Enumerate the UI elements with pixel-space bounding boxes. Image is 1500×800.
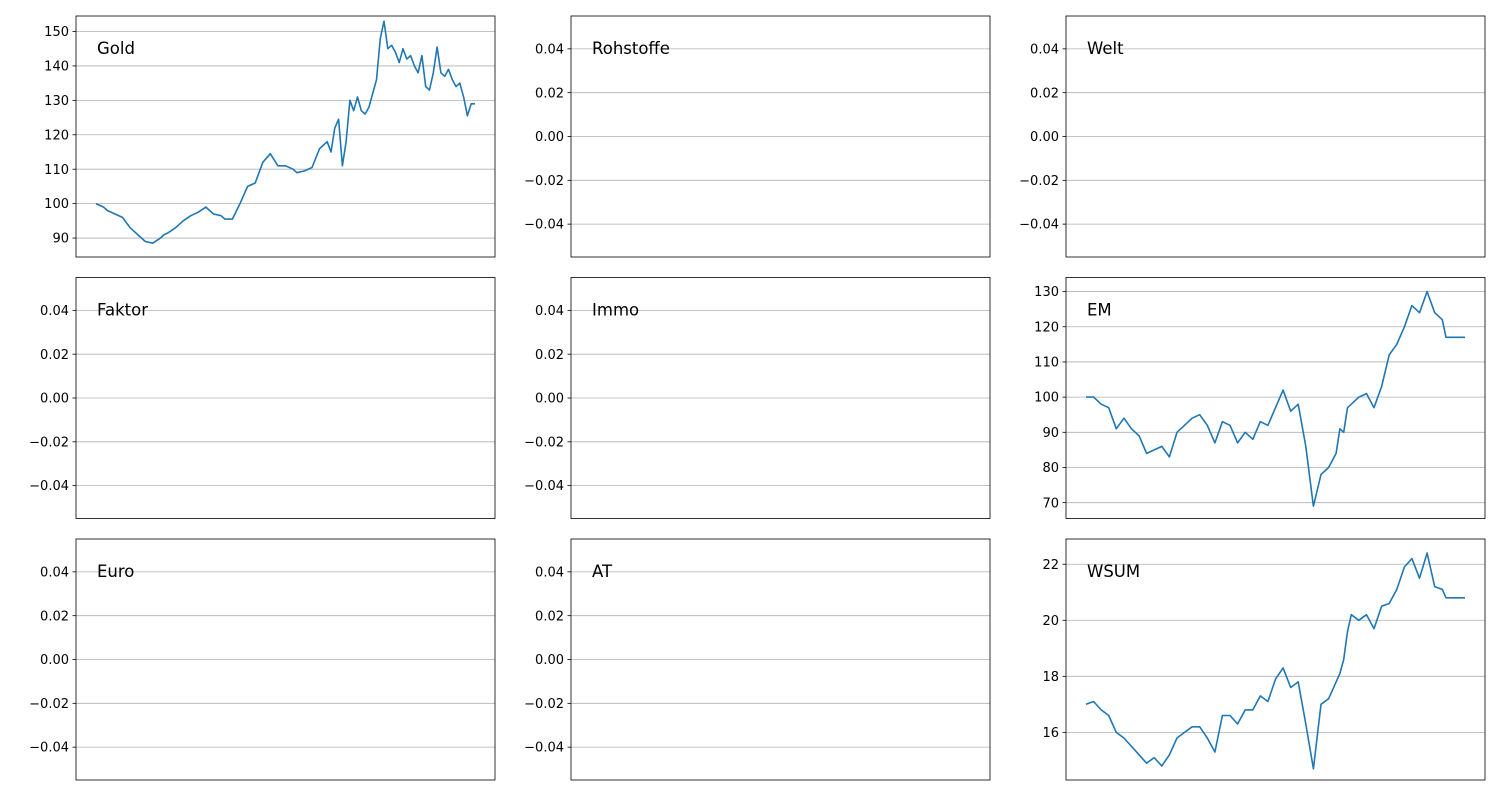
ytick-label-gold-2: 110: [44, 163, 69, 178]
ytick-label-rohstoffe-2: 0.00: [535, 130, 564, 145]
ytick-label-euro-1: −0.02: [29, 697, 69, 712]
series-line-em-0: [1086, 290, 1465, 507]
ytick-label-em-2: 90: [1042, 426, 1059, 441]
ytick-label-wsum-3: 22: [1042, 558, 1059, 573]
axes-frame-welt: [1065, 15, 1486, 258]
subplot-euro: −0.04 −0.02 0.00 0.02 0.04 Euro: [29, 538, 496, 781]
ytick-label-faktor-2: 0.00: [40, 392, 69, 407]
subplot-em: 70 80 90 100 110 120 130 EM: [1034, 277, 1486, 519]
ytick-label-welt-4: 0.04: [1030, 42, 1059, 57]
ytick-label-em-0: 70: [1042, 496, 1059, 511]
ytick-label-gold-4: 130: [44, 94, 69, 109]
ytick-label-euro-3: 0.02: [40, 609, 69, 624]
ytick-label-immo-0: −0.04: [524, 479, 564, 494]
axes-frame-wsum: [1065, 538, 1486, 781]
ytick-label-em-5: 120: [1034, 320, 1059, 335]
panel-label-em: EM: [1087, 301, 1112, 320]
ytick-label-rohstoffe-3: 0.02: [535, 86, 564, 101]
axes-frame-euro: [75, 538, 496, 781]
ytick-label-welt-1: −0.02: [1019, 174, 1059, 189]
panel-label-faktor: Faktor: [97, 301, 148, 320]
ytick-label-rohstoffe-1: −0.02: [524, 174, 564, 189]
ytick-label-immo-1: −0.02: [524, 435, 564, 450]
subplot-immo: −0.04 −0.02 0.00 0.02 0.04 Immo: [524, 277, 991, 519]
ytick-label-gold-1: 100: [44, 197, 69, 212]
ytick-label-immo-2: 0.00: [535, 392, 564, 407]
ytick-label-em-3: 100: [1034, 391, 1059, 406]
subplot-gold: 90 100 110 120 130 140 150 Gold: [44, 15, 496, 258]
subplot-welt: −0.04 −0.02 0.00 0.02 0.04 Welt: [1019, 15, 1486, 258]
ytick-label-faktor-3: 0.02: [40, 348, 69, 363]
ytick-label-immo-3: 0.02: [535, 348, 564, 363]
panel-label-rohstoffe: Rohstoffe: [592, 39, 670, 58]
ytick-label-welt-3: 0.02: [1030, 86, 1059, 101]
subplot-wsum: 16 18 20 22 WSUM: [1042, 538, 1486, 781]
panel-label-immo: Immo: [592, 301, 639, 320]
ytick-label-at-2: 0.00: [535, 653, 564, 668]
panel-label-gold: Gold: [97, 39, 135, 58]
axes-frame-faktor: [75, 277, 496, 519]
ytick-label-wsum-1: 18: [1042, 670, 1059, 685]
ytick-label-welt-2: 0.00: [1030, 130, 1059, 145]
ytick-label-em-6: 130: [1034, 285, 1059, 300]
axes-frame-gold: [75, 15, 496, 258]
panel-label-at: AT: [592, 562, 613, 581]
subplot-grid: 90 100 110 120 130 140 150 Gold −0.04 −0.02 0.00 0.…: [29, 15, 1486, 781]
subplot-at: −0.04 −0.02 0.00 0.02 0.04 AT: [524, 538, 991, 781]
ytick-label-em-1: 80: [1042, 461, 1059, 476]
ytick-label-rohstoffe-0: −0.04: [524, 218, 564, 233]
panel-label-welt: Welt: [1087, 39, 1124, 58]
ytick-label-gold-0: 90: [52, 232, 69, 247]
axes-frame-rohstoffe: [570, 15, 991, 258]
axes-frame-immo: [570, 277, 991, 519]
ytick-label-at-3: 0.02: [535, 609, 564, 624]
ytick-label-em-4: 110: [1034, 356, 1059, 371]
subplot-faktor: −0.04 −0.02 0.00 0.02 0.04 Faktor: [29, 277, 496, 519]
ytick-label-immo-4: 0.04: [535, 304, 564, 319]
ytick-label-faktor-1: −0.02: [29, 435, 69, 450]
ytick-label-rohstoffe-4: 0.04: [535, 42, 564, 57]
ytick-label-faktor-0: −0.04: [29, 479, 69, 494]
subplot-rohstoffe: −0.04 −0.02 0.00 0.02 0.04 Rohstoffe: [524, 15, 991, 258]
axes-frame-em: [1065, 277, 1486, 519]
panel-label-wsum: WSUM: [1087, 562, 1140, 581]
ytick-label-wsum-0: 16: [1042, 726, 1059, 741]
panel-label-euro: Euro: [97, 562, 134, 581]
ytick-label-gold-5: 140: [44, 60, 69, 75]
ytick-label-euro-0: −0.04: [29, 741, 69, 756]
ytick-label-euro-2: 0.00: [40, 653, 69, 668]
ytick-label-gold-3: 120: [44, 128, 69, 143]
ytick-label-welt-0: −0.04: [1019, 218, 1059, 233]
series-line-wsum-0: [1085, 552, 1465, 770]
ytick-label-wsum-2: 20: [1042, 614, 1059, 629]
ytick-label-euro-4: 0.04: [40, 565, 69, 580]
ytick-label-at-4: 0.04: [535, 565, 564, 580]
ytick-label-at-1: −0.02: [524, 697, 564, 712]
ytick-label-at-0: −0.04: [524, 741, 564, 756]
axes-frame-at: [570, 538, 991, 781]
ytick-label-faktor-4: 0.04: [40, 304, 69, 319]
ytick-label-gold-6: 150: [44, 25, 69, 40]
series-line-gold-0: [95, 20, 475, 244]
